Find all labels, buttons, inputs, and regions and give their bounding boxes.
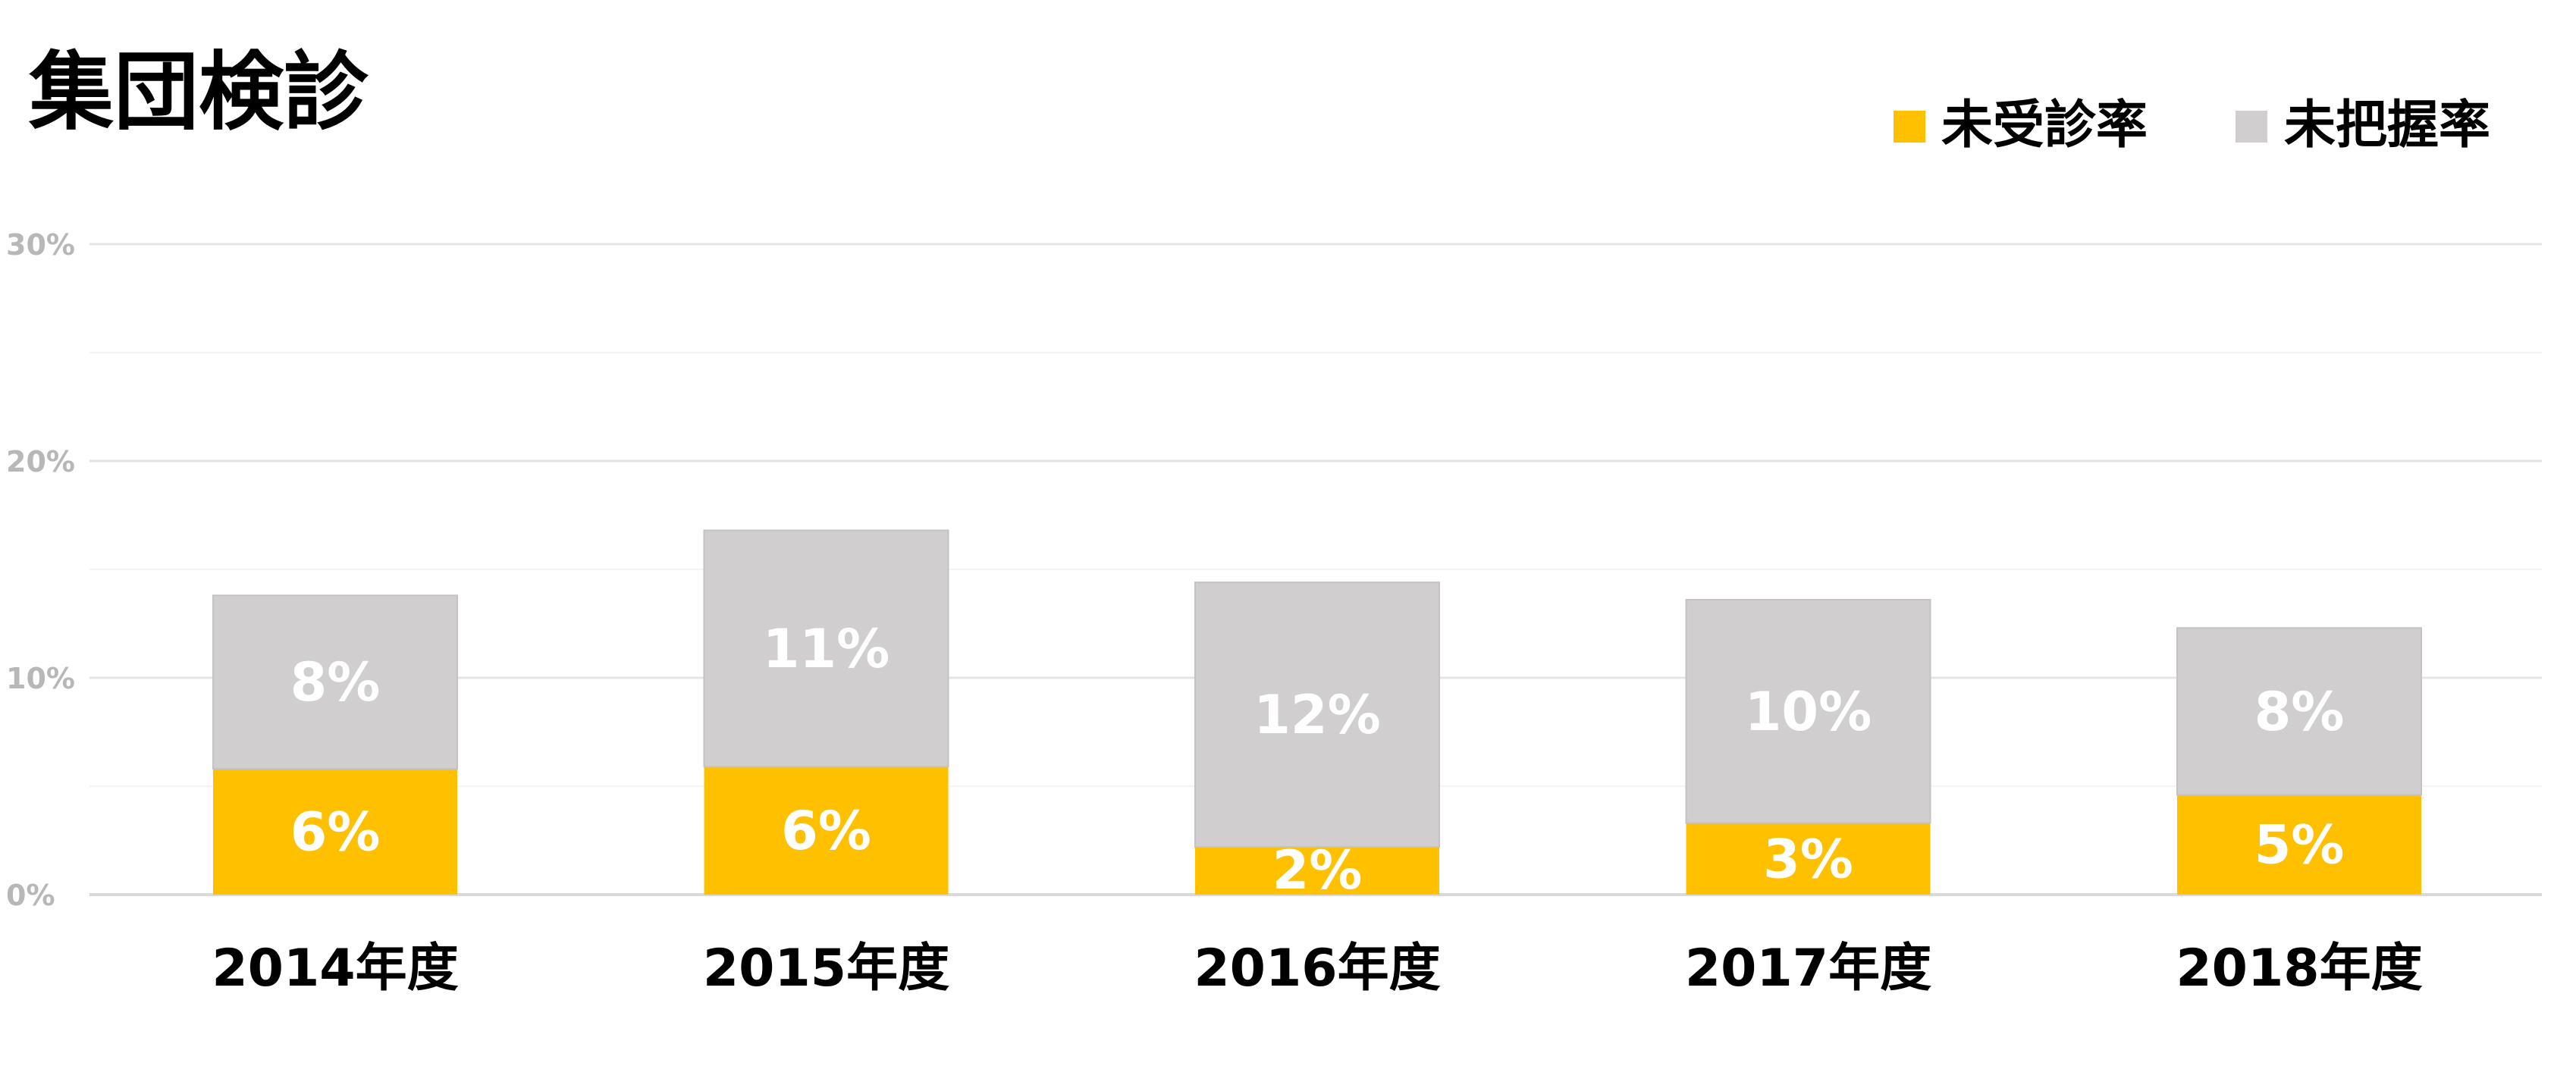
bar-segment — [1686, 823, 1931, 895]
data-label: 8% — [2254, 681, 2345, 743]
data-label: 6% — [290, 801, 381, 864]
y-axis: 0% 10% 20% 30% — [6, 228, 75, 912]
bar-segment — [1194, 582, 1440, 848]
x-tick-label: 2017年度 — [1685, 939, 1931, 999]
x-tick-label: 2014年度 — [212, 939, 458, 999]
data-label: 8% — [290, 651, 381, 713]
data-label: 11% — [763, 618, 890, 680]
data-label: 5% — [2254, 814, 2345, 876]
bar-segment — [2176, 627, 2422, 796]
y-tick-label: 30% — [6, 228, 75, 262]
bar-segment — [703, 529, 949, 768]
chart-title: 集団検診 — [28, 43, 369, 142]
data-label: 2% — [1272, 839, 1363, 901]
bars: 6% 8% 6% 11% 2% 12% 3% 10% 5% 8% — [212, 529, 2422, 901]
legend-swatch-unvisited — [1894, 111, 1925, 143]
data-label: 12% — [1253, 684, 1381, 746]
bar-segment — [212, 594, 458, 770]
legend-label-unknown: 未把握率 — [2284, 96, 2490, 155]
data-label: 6% — [781, 800, 871, 862]
y-tick-label: 10% — [6, 662, 75, 695]
bar-segment — [2177, 795, 2421, 895]
x-tick-label: 2015年度 — [703, 939, 949, 999]
y-tick-label: 0% — [6, 879, 55, 912]
x-tick-label: 2018年度 — [2176, 939, 2422, 999]
bar-segment — [1685, 599, 1931, 824]
data-label: 10% — [1745, 681, 1872, 743]
bar-segment — [704, 767, 949, 895]
data-label: 3% — [1763, 828, 1853, 890]
legend-label-unvisited: 未受診率 — [1941, 96, 2148, 155]
legend-swatch-unknown — [2236, 111, 2267, 143]
y-tick-label: 20% — [6, 445, 75, 478]
bar-segment — [213, 769, 457, 895]
bar-segment — [1195, 847, 1439, 895]
legend: 未受診率 未把握率 — [1894, 96, 2490, 155]
x-tick-label: 2016年度 — [1194, 939, 1440, 999]
x-axis: 2014年度 2015年度 2016年度 2017年度 2018年度 — [212, 939, 2422, 999]
